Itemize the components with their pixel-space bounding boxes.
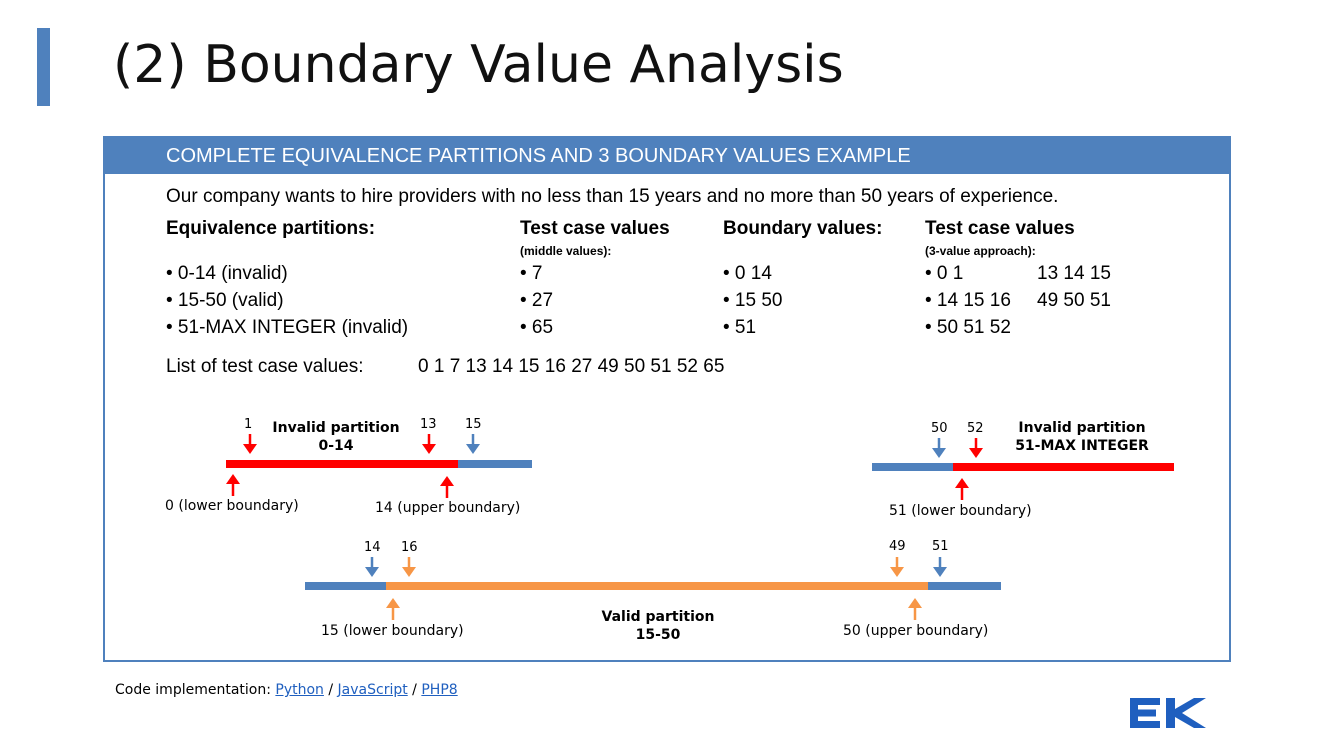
- three-value-item-right: 49 50 51: [1037, 290, 1111, 311]
- boundary-item: • 51: [723, 317, 757, 338]
- link-separator: /: [407, 682, 422, 698]
- arrow-down-13: [422, 434, 436, 454]
- test-values-label: List of test case values:: [166, 356, 364, 377]
- arrow-up-14: [440, 476, 454, 498]
- outside-segment: [872, 463, 953, 471]
- lower-boundary-label: 51 (lower boundary): [889, 503, 1032, 519]
- python-link[interactable]: Python: [275, 682, 324, 698]
- ek-logo: [1130, 698, 1206, 728]
- arrow-down-16: [402, 557, 416, 577]
- three-value-subheading: (3-value approach):: [925, 244, 1036, 258]
- php8-link[interactable]: PHP8: [421, 682, 458, 698]
- three-value-item: • 50 51 52: [925, 317, 1011, 338]
- boundary-item: • 0 14: [723, 263, 772, 284]
- partitions-heading: Equivalence partitions:: [166, 218, 376, 239]
- arrow-up-50: [908, 598, 922, 620]
- invalid-high-title: Invalid partition 51-MAX INTEGER: [1015, 420, 1149, 454]
- arrow-down-14: [365, 557, 379, 577]
- intro-text: Our company wants to hire providers with…: [166, 186, 1059, 207]
- arrow-label: 16: [401, 540, 418, 555]
- outside-segment: [458, 460, 532, 468]
- arrow-up-0: [226, 474, 240, 496]
- middle-item: • 7: [520, 263, 543, 284]
- boundary-item: • 15 50: [723, 290, 783, 311]
- middle-subheading: (middle values):: [520, 244, 612, 258]
- invalid-low-bar: [226, 460, 458, 468]
- arrow-down-50: [932, 438, 946, 458]
- arrow-label: 14: [364, 540, 381, 555]
- link-separator: /: [323, 682, 338, 698]
- arrow-label: 51: [932, 539, 949, 554]
- example-panel: COMPLETE EQUIVALENCE PARTITIONS AND 3 BO…: [103, 136, 1231, 662]
- arrow-down-52: [969, 438, 983, 458]
- arrow-label: 49: [889, 539, 906, 554]
- middle-heading: Test case values: [520, 218, 670, 239]
- partition-item: • 0-14 (invalid): [166, 263, 288, 284]
- slide-title: (2) Boundary Value Analysis: [113, 35, 844, 95]
- three-value-item: • 14 15 16: [925, 290, 1011, 311]
- arrow-label: 15: [465, 417, 482, 432]
- invalid-low-title: Invalid partition 0-14: [272, 420, 400, 454]
- arrow-label: 50: [931, 421, 948, 436]
- test-values-list: 0 1 7 13 14 15 16 27 49 50 51 52 65: [418, 356, 725, 377]
- boundary-heading: Boundary values:: [723, 218, 883, 239]
- arrow-down-49: [890, 557, 904, 577]
- middle-item: • 65: [520, 317, 554, 338]
- partition-item: • 51-MAX INTEGER (invalid): [166, 317, 409, 338]
- three-value-item: • 0 1: [925, 263, 964, 284]
- lower-boundary-label: 0 (lower boundary): [165, 498, 299, 514]
- invalid-high-bar: [953, 463, 1174, 471]
- upper-boundary-label: 50 (upper boundary): [843, 623, 989, 639]
- arrow-up-15: [386, 598, 400, 620]
- arrow-down-15: [466, 434, 480, 454]
- three-value-heading: Test case values: [925, 218, 1075, 239]
- outside-segment: [305, 582, 386, 590]
- arrow-down-1: [243, 434, 257, 454]
- code-implementation-footer: Code implementation: Python / JavaScript…: [115, 682, 458, 698]
- footer-label: Code implementation:: [115, 682, 271, 698]
- arrow-label: 52: [967, 421, 984, 436]
- arrow-up-51: [955, 478, 969, 500]
- lower-boundary-label: 15 (lower boundary): [321, 623, 464, 639]
- middle-item: • 27: [520, 290, 554, 311]
- javascript-link[interactable]: JavaScript: [337, 682, 408, 698]
- panel-header: COMPLETE EQUIVALENCE PARTITIONS AND 3 BO…: [105, 138, 1229, 174]
- upper-boundary-label: 14 (upper boundary): [375, 500, 521, 516]
- outside-segment: [928, 582, 1001, 590]
- valid-title: Valid partition 15-50: [601, 609, 715, 643]
- accent-bar: [37, 28, 50, 106]
- three-value-item-right: 13 14 15: [1037, 263, 1111, 284]
- partition-item: • 15-50 (valid): [166, 290, 284, 311]
- valid-bar: [386, 582, 928, 590]
- arrow-label: 1: [244, 417, 253, 432]
- arrow-label: 13: [420, 417, 437, 432]
- arrow-down-51: [933, 557, 947, 577]
